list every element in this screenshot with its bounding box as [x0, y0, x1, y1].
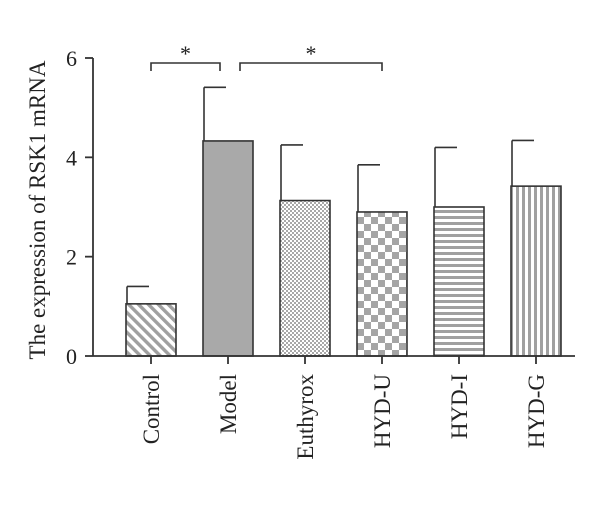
- significance-bracket-1: [150, 62, 221, 71]
- y-tick-label-2: 2: [66, 245, 77, 270]
- x-tick-label-hyd-i: HYD-I: [447, 374, 472, 439]
- y-tick-label-6: 6: [66, 46, 77, 71]
- x-tick-label-hyd-g: HYD-G: [524, 374, 549, 448]
- y-axis: 0 2 4 6: [66, 46, 575, 369]
- x-tick-label-control: Control: [139, 374, 164, 444]
- x-axis: Control Model Euthyrox HYD-U HYD-I HYD-G: [139, 356, 549, 460]
- significance-label-1: *: [180, 41, 191, 66]
- x-tick-label-model: Model: [216, 374, 241, 434]
- bar-control: [125, 303, 177, 357]
- bar-hyd-i: [433, 206, 485, 357]
- bar-hyd-u: [356, 211, 408, 357]
- bars: [125, 140, 562, 357]
- bar-euthyrox: [279, 199, 331, 357]
- x-tick-label-euthyrox: Euthyrox: [293, 374, 318, 460]
- error-bars: [126, 86, 534, 304]
- significance-bracket-2: [239, 62, 383, 71]
- bar-hyd-g: [510, 185, 562, 357]
- y-axis-label: The expression of RSK1 mRNA: [25, 60, 50, 359]
- y-tick-label-0: 0: [66, 344, 77, 369]
- y-tick-label-4: 4: [66, 145, 77, 170]
- x-tick-label-hyd-u: HYD-U: [370, 374, 395, 448]
- bar-model: [202, 140, 254, 357]
- significance-label-2: *: [306, 41, 317, 66]
- significance-annotations: * *: [150, 41, 383, 71]
